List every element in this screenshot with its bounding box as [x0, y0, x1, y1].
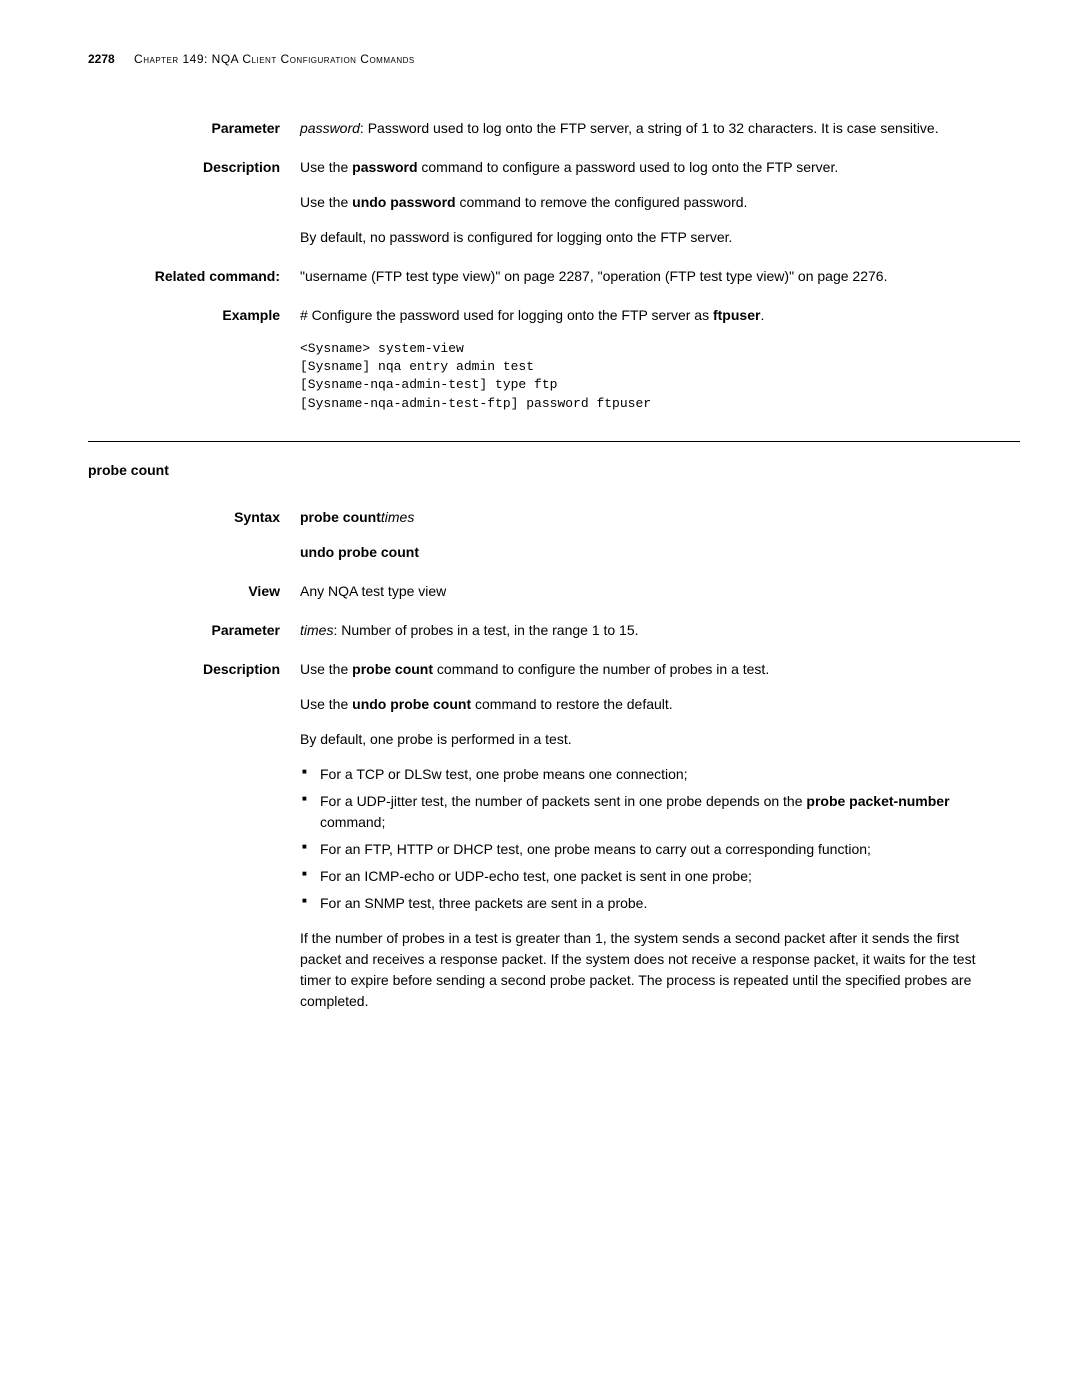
syntax-label: Syntax: [88, 507, 300, 563]
parameter-content: password: Password used to log onto the …: [300, 118, 1020, 139]
list-item: For a UDP-jitter test, the number of pac…: [300, 791, 980, 833]
list-item: For an SNMP test, three packets are sent…: [300, 893, 980, 914]
param-name: password: [300, 120, 360, 136]
section-title: probe count: [88, 460, 1020, 481]
description-content: Use the password command to configure a …: [300, 157, 1020, 248]
parameter-label: Parameter: [88, 118, 300, 139]
page-number: 2278: [88, 52, 115, 66]
chapter-label: Chapter 149: NQA Client Configuration Co…: [134, 52, 415, 66]
description-content-2: Use the probe count command to configure…: [300, 659, 1020, 1012]
view-content: Any NQA test type view: [300, 581, 1020, 602]
bullet-list: For a TCP or DLSw test, one probe means …: [300, 764, 980, 914]
view-label: View: [88, 581, 300, 602]
code-block: <Sysname> system-view [Sysname] nqa entr…: [300, 340, 980, 413]
list-item: For an ICMP-echo or UDP-echo test, one p…: [300, 866, 980, 887]
page-header: 2278 Chapter 149: NQA Client Configurati…: [88, 50, 1020, 68]
section-divider: [88, 441, 1020, 442]
description-label-2: Description: [88, 659, 300, 1012]
syntax-content: probe counttimes undo probe count: [300, 507, 1020, 563]
example-content: # Configure the password used for loggin…: [300, 305, 1020, 413]
parameter-content-2: times: Number of probes in a test, in th…: [300, 620, 1020, 641]
list-item: For an FTP, HTTP or DHCP test, one probe…: [300, 839, 980, 860]
related-command-label: Related command:: [88, 266, 300, 287]
list-item: For a TCP or DLSw test, one probe means …: [300, 764, 980, 785]
description-label: Description: [88, 157, 300, 248]
parameter-label-2: Parameter: [88, 620, 300, 641]
example-label: Example: [88, 305, 300, 413]
param-desc: : Password used to log onto the FTP serv…: [360, 120, 939, 136]
related-command-content: "username (FTP test type view)" on page …: [300, 266, 1020, 287]
